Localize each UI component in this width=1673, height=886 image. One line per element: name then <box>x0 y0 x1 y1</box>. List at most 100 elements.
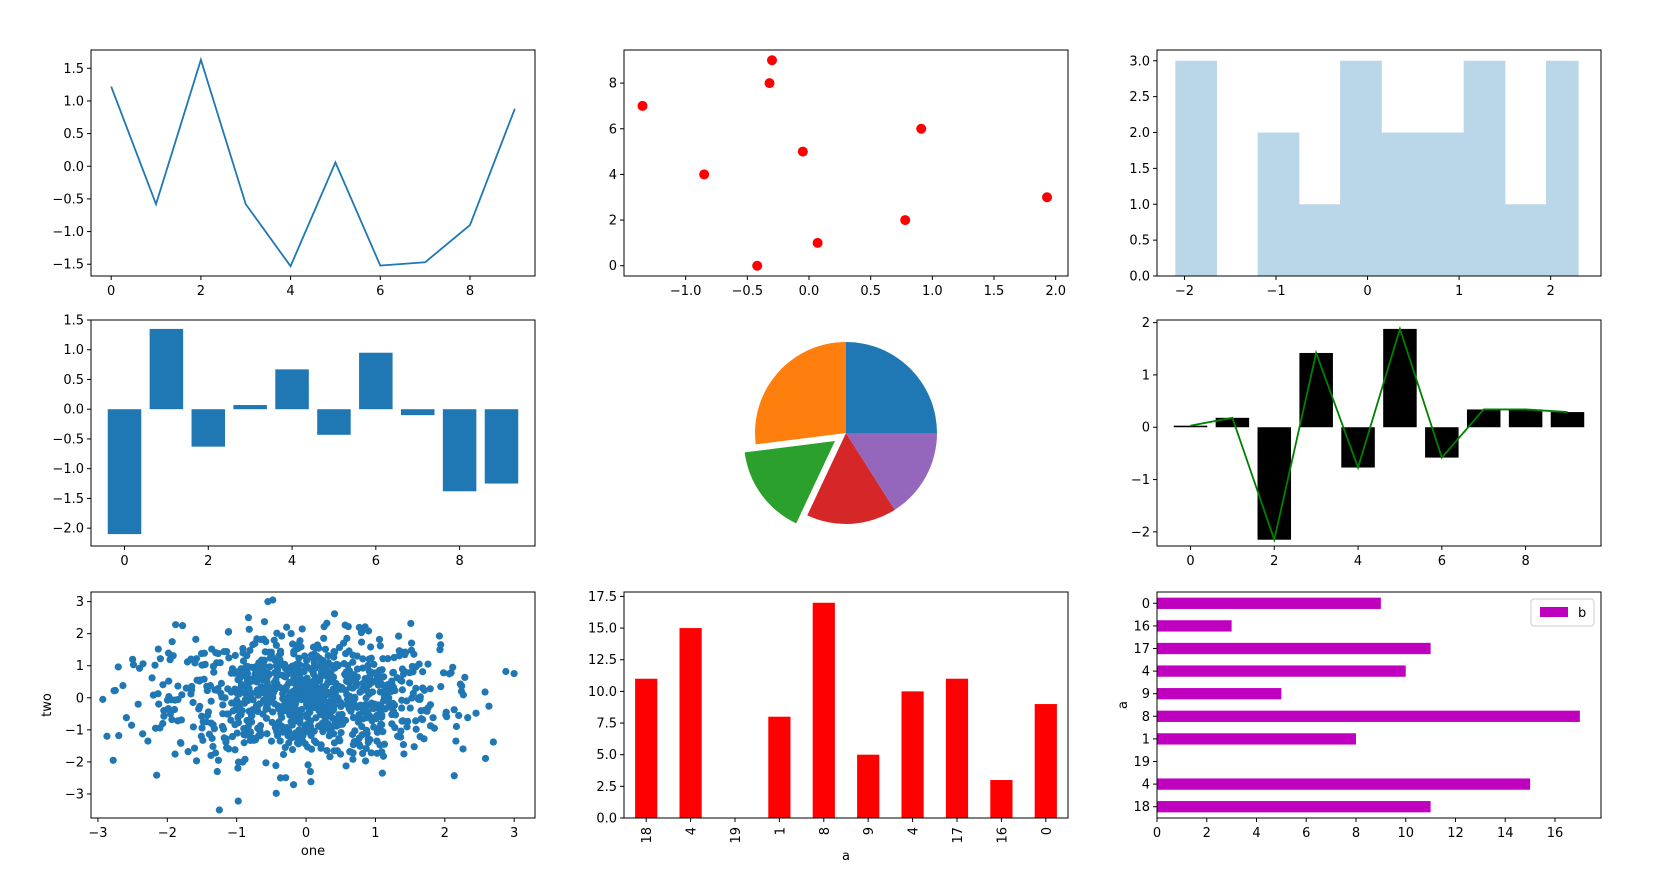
scatter-point <box>115 732 123 740</box>
bar <box>107 409 142 535</box>
scatter-point <box>378 666 386 674</box>
scatter-point <box>320 712 328 720</box>
scatter-point <box>389 707 397 715</box>
scatter-point <box>323 746 331 755</box>
scatter-point <box>262 697 270 705</box>
scatter-point <box>370 723 378 731</box>
scatter-point <box>329 673 338 681</box>
bar <box>275 369 309 410</box>
scatter-point <box>155 700 163 708</box>
scatter-point <box>250 734 258 742</box>
scatter-point <box>359 749 367 758</box>
y-tick-label: 0 <box>609 259 617 274</box>
scatter-point <box>178 622 187 630</box>
scatter-point <box>184 748 192 756</box>
scatter-point <box>288 640 297 648</box>
bar <box>317 409 351 435</box>
scatter-point <box>391 724 399 732</box>
scatter-point <box>461 673 469 682</box>
scatter-point <box>376 642 384 650</box>
bar <box>1157 688 1282 700</box>
scatter-point <box>164 704 172 713</box>
y-tick-label: 16 <box>1133 619 1150 634</box>
scatter-point <box>379 655 387 663</box>
scatter-point <box>699 169 710 180</box>
scatter-point <box>362 694 370 702</box>
scatter-point <box>472 709 480 717</box>
y-tick-label: −0.5 <box>52 192 84 207</box>
scatter-point <box>324 658 332 667</box>
scatter-point <box>207 751 215 760</box>
scatter-point <box>253 673 261 681</box>
x-tick-label: 0 <box>107 284 115 299</box>
scatter-point <box>182 684 190 692</box>
scatter-point <box>244 614 253 622</box>
y-tick-label: 3 <box>76 595 84 610</box>
scatter-point <box>269 708 277 716</box>
scatter-point <box>148 674 156 682</box>
scatter-point <box>449 663 457 671</box>
scatter-point <box>900 215 911 226</box>
scatter-point <box>296 733 304 741</box>
scatter-point <box>362 744 370 753</box>
scatter-point <box>234 713 242 721</box>
histogram-bar <box>1175 60 1218 277</box>
scatter-point <box>359 664 367 672</box>
scatter-point <box>239 657 248 665</box>
axes-frame <box>90 591 536 819</box>
scatter-point <box>219 701 227 709</box>
scatter-point <box>395 632 403 640</box>
scatter-point <box>283 724 291 732</box>
x-tick-label: 0 <box>1363 284 1371 299</box>
scatter-point <box>208 734 216 742</box>
scatter-point <box>127 721 136 729</box>
scatter-point <box>260 618 269 626</box>
scatter-point <box>225 654 233 662</box>
scatter-point <box>267 737 276 745</box>
legend: b <box>1530 598 1595 627</box>
x-tick-label: −1 <box>227 826 246 841</box>
scatter-point <box>341 716 350 724</box>
scatter-point <box>308 698 316 706</box>
scatter-point <box>270 636 278 644</box>
histogram-bar <box>1257 132 1300 276</box>
scatter-point <box>337 728 345 737</box>
scatter-point <box>464 714 472 722</box>
scatter-point <box>156 724 164 732</box>
scatter-point <box>373 749 381 757</box>
scatter-point <box>178 691 186 699</box>
scatter-point <box>377 720 385 728</box>
scatter-point <box>301 662 310 670</box>
bar <box>1215 417 1250 428</box>
scatter-point <box>389 699 397 708</box>
scatter-point <box>342 668 350 676</box>
x-tick-label: 6 <box>1302 826 1310 841</box>
scatter-point <box>305 683 313 691</box>
y-tick-label: 0 <box>1142 421 1150 436</box>
x-tick-label: 17 <box>951 827 966 844</box>
scatter-point <box>188 682 196 691</box>
scatter-point <box>263 678 271 686</box>
scatter-point <box>189 698 197 707</box>
scatter-point <box>319 693 327 701</box>
scatter-point <box>279 750 288 759</box>
bar <box>812 602 835 818</box>
scatter-point <box>317 741 325 749</box>
y-tick-label: 18 <box>1133 800 1150 815</box>
scatter-point <box>103 732 111 740</box>
scatter-point <box>114 663 122 671</box>
scatter-point <box>403 723 411 731</box>
scatter-point <box>318 663 326 671</box>
x-tick-label: 3 <box>510 826 518 841</box>
x-tick-label: 2 <box>1270 554 1278 569</box>
scatter-point <box>303 674 311 682</box>
scatter-point <box>452 722 461 731</box>
bar <box>149 328 184 410</box>
y-tick-label: −1 <box>65 723 84 738</box>
scatter-point <box>197 649 206 658</box>
y-tick-label: 5.0 <box>596 748 617 763</box>
y-tick-label: 0.5 <box>1129 234 1150 249</box>
scatter-point <box>426 685 434 693</box>
scatter-point <box>239 644 247 653</box>
y-tick-label: 3.0 <box>1129 54 1150 69</box>
